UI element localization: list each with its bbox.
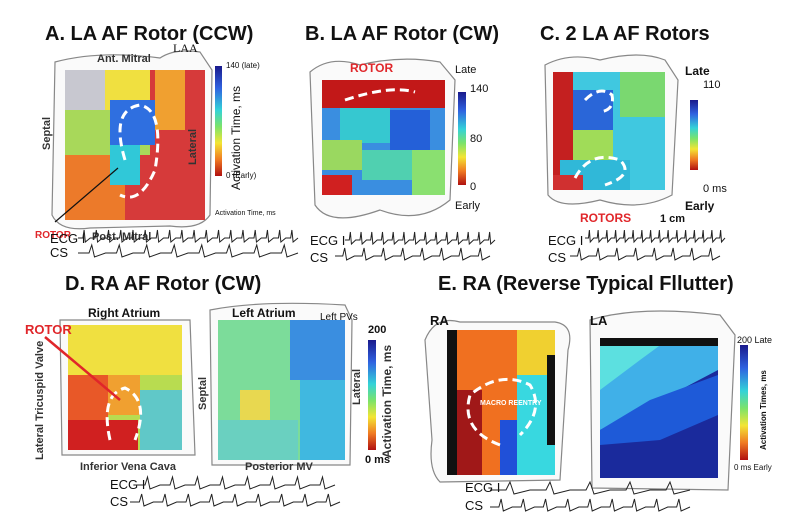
signal-trace [78, 229, 299, 243]
colorbar-label: Late [685, 64, 710, 78]
label: RA [430, 313, 449, 328]
pointer [54, 167, 119, 223]
activation-map [447, 330, 555, 475]
colorbar [690, 100, 698, 170]
panel-title: C. 2 LA AF Rotors [540, 23, 710, 45]
trace-label: ECG I [465, 480, 500, 495]
colorbar-title: Activation Times, ms [759, 370, 768, 450]
panel-title: E. RA (Reverse Typical Fllutter) [438, 273, 734, 295]
activation-map [600, 338, 718, 478]
signal-trace [130, 493, 341, 507]
label: LAA [173, 41, 198, 55]
label: Posterior MV [245, 461, 314, 473]
colorbar-title: Activation Time, ms [229, 86, 243, 190]
trace-label: CS [548, 250, 566, 265]
label: Right Atrium [88, 306, 160, 320]
trace-label: ECG I [548, 233, 583, 248]
colorbar-label: 0 ms Early [734, 463, 772, 472]
colorbar [740, 345, 748, 460]
rotor-arrow [466, 377, 538, 447]
rotor-label: ROTOR [35, 230, 72, 241]
rotor-label: ROTOR [25, 322, 72, 337]
label: Lateral Tricuspid Valve [34, 341, 46, 460]
rotor-arrow [105, 386, 143, 441]
colorbar-label: 200 Late [737, 335, 772, 345]
rotor-arrow [118, 103, 160, 199]
colorbar-label: Early [685, 199, 715, 213]
trace-label: CS [50, 245, 68, 260]
trace-label: CS [110, 494, 128, 509]
signal-trace [78, 243, 299, 258]
signal-trace [135, 475, 336, 490]
colorbar-title: Activation Time, ms [380, 345, 394, 458]
colorbar-label: 0 [470, 181, 476, 193]
colorbar [215, 66, 222, 176]
label: Lateral [187, 129, 199, 165]
signal-trace [570, 247, 721, 261]
activation-map [218, 320, 345, 460]
colorbar [458, 92, 466, 185]
trace-label: CS [310, 250, 328, 265]
pointer [44, 336, 121, 401]
label: Inferior Vena Cava [80, 461, 177, 473]
panel-title: D. RA AF Rotor (CW) [65, 273, 261, 295]
activation-map [553, 72, 665, 190]
label: LA [590, 313, 608, 328]
rotor-label: ROTOR [350, 61, 393, 75]
trace-label: ECG I [50, 231, 85, 246]
colorbar-label: 0 (Early) [226, 171, 257, 180]
colorbar-label: 80 [470, 133, 482, 145]
colorbar-note: Activation Time, ms [215, 210, 276, 217]
colorbar-label: 140 [470, 83, 488, 95]
rotor-arrow [573, 155, 627, 187]
colorbar-label: Late [455, 64, 476, 76]
colorbar-label: 110 [703, 79, 721, 91]
rotor-label: ROTORS [580, 211, 631, 225]
trace-label: ECG I [110, 477, 145, 492]
colorbar-label: 200 [368, 324, 386, 336]
label: Septal [41, 117, 53, 150]
signal-trace [345, 231, 496, 246]
panel-title: B. LA AF Rotor (CW) [305, 23, 499, 45]
scale-label: 1 cm [660, 213, 685, 225]
label: Left Atrium [232, 306, 296, 320]
colorbar-label: Early [455, 200, 481, 212]
signal-trace [335, 247, 491, 261]
signal-trace [585, 229, 726, 244]
rotor-arrow [344, 88, 416, 102]
label: Ant. Mitral [97, 53, 151, 65]
colorbar-label: 0 ms [703, 183, 727, 195]
colorbar [368, 340, 376, 450]
trace-label: CS [465, 498, 483, 513]
colorbar-label: 140 (late) [226, 61, 260, 70]
label: Septal [197, 377, 209, 410]
rotor-arrow [583, 89, 614, 114]
activation-map [322, 80, 445, 195]
colorbar-label: 0 ms [365, 454, 390, 466]
signal-trace [490, 498, 691, 512]
label: Left PVs [320, 312, 358, 323]
label: Lateral [351, 369, 363, 405]
panel-title: A. LA AF Rotor (CCW) [45, 23, 253, 45]
signal-trace [490, 480, 691, 495]
trace-label: ECG I [310, 233, 345, 248]
reentry-label: MACRO REENTRY [480, 400, 542, 407]
